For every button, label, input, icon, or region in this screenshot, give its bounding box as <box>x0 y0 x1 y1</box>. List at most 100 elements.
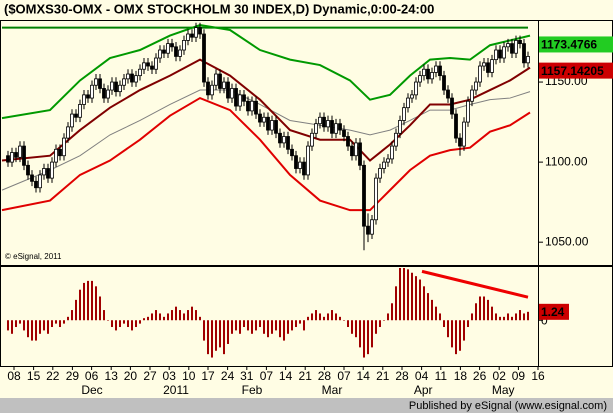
candle-body <box>382 161 386 169</box>
histogram-bar <box>219 320 221 348</box>
x-tick-label: 02 <box>493 369 507 383</box>
histogram-bar <box>23 320 25 331</box>
histogram-bar <box>195 310 197 321</box>
month-label: Feb <box>242 383 263 397</box>
candle-body <box>430 72 434 80</box>
histogram-bar <box>207 320 209 355</box>
candle-body <box>118 84 122 93</box>
candle-body <box>266 116 270 131</box>
histogram-bar <box>403 268 405 321</box>
histogram-bar <box>311 313 313 321</box>
histogram-bar <box>143 318 145 321</box>
x-tick-label: 13 <box>105 369 119 383</box>
x-tick-label: 15 <box>27 369 41 383</box>
histogram-bar <box>131 320 133 331</box>
histogram-bar <box>395 286 397 321</box>
value-box-label: 1.24 <box>541 305 565 319</box>
price-box-label: 1173.4766 <box>541 38 597 52</box>
chart-background <box>0 0 613 398</box>
histogram-bar <box>483 296 485 321</box>
candle-body <box>490 59 494 73</box>
candle-body <box>74 113 78 118</box>
histogram-bar <box>91 280 93 321</box>
histogram-bar <box>163 316 165 321</box>
histogram-bar <box>175 306 177 321</box>
candle-body <box>250 100 254 112</box>
candle-body <box>358 142 362 166</box>
candle-body <box>202 33 206 83</box>
candle-body <box>254 100 258 115</box>
candle-body <box>362 164 366 227</box>
histogram-bar <box>387 313 389 321</box>
histogram-bar <box>451 320 453 348</box>
x-tick-label: 14 <box>357 369 371 383</box>
histogram-bar <box>215 320 217 351</box>
candle-body <box>38 174 42 189</box>
candle-body <box>522 43 526 64</box>
histogram-bar <box>435 306 437 321</box>
histogram-bar <box>87 280 89 321</box>
histogram-bar <box>367 320 369 355</box>
candle-body <box>378 168 382 179</box>
histogram-bar <box>27 320 29 338</box>
histogram-bar <box>227 320 229 344</box>
candle-body <box>398 120 402 134</box>
histogram-bar <box>431 299 433 321</box>
histogram-bar <box>499 316 501 321</box>
candle-body <box>478 65 482 83</box>
candle-body <box>518 40 522 45</box>
histogram-bar <box>379 320 381 328</box>
candle-body <box>18 145 22 158</box>
histogram-bar <box>527 311 529 321</box>
x-tick-label: 21 <box>299 369 313 383</box>
histogram-bar <box>155 310 157 321</box>
candle-body <box>58 148 62 157</box>
candle-body <box>206 81 210 96</box>
candle-body <box>46 168 50 179</box>
candle-body <box>458 137 462 147</box>
x-tick-label: 20 <box>124 369 138 383</box>
candle-body <box>178 49 182 57</box>
histogram-bar <box>315 310 317 321</box>
candle-body <box>22 145 26 166</box>
candle-body <box>246 100 250 112</box>
histogram-bar <box>459 320 461 351</box>
histogram-bar <box>355 320 357 338</box>
candle-body <box>310 132 314 147</box>
histogram-bar <box>479 296 481 321</box>
candle-body <box>510 43 514 54</box>
candle-body <box>258 113 262 123</box>
candle-body <box>146 62 150 67</box>
histogram-bar <box>487 299 489 321</box>
histogram-bar <box>167 313 169 321</box>
histogram-bar <box>123 320 125 324</box>
candle-body <box>86 94 90 99</box>
histogram-bar <box>211 320 213 358</box>
histogram-bar <box>383 320 385 321</box>
candle-body <box>386 158 390 163</box>
histogram-bar <box>95 286 97 321</box>
candle-body <box>6 155 10 163</box>
candle-body <box>70 113 74 128</box>
copyright: © eSignal, 2011 <box>5 252 62 261</box>
x-tick-label: 11 <box>435 369 448 383</box>
candle-body <box>182 40 186 51</box>
candle-body <box>234 88 238 107</box>
histogram-bar <box>259 320 261 328</box>
x-tick-label: 28 <box>318 369 332 383</box>
histogram-bar <box>271 320 273 334</box>
candle-body <box>226 81 230 99</box>
histogram-bar <box>275 320 277 331</box>
histogram-bar <box>371 320 373 348</box>
candle-body <box>470 89 474 102</box>
histogram-bar <box>115 320 117 331</box>
histogram-bar <box>239 320 241 334</box>
x-tick-label: 29 <box>66 369 80 383</box>
band-upper <box>1 24 531 120</box>
candle-body <box>506 43 510 48</box>
candle-body <box>90 84 94 99</box>
candle-body <box>282 136 286 144</box>
chart-title: ($OMXS30-OMX - OMX STOCKHOLM 30 INDEX,D)… <box>4 1 434 16</box>
candle-body <box>134 75 138 83</box>
candle-body <box>262 116 266 123</box>
